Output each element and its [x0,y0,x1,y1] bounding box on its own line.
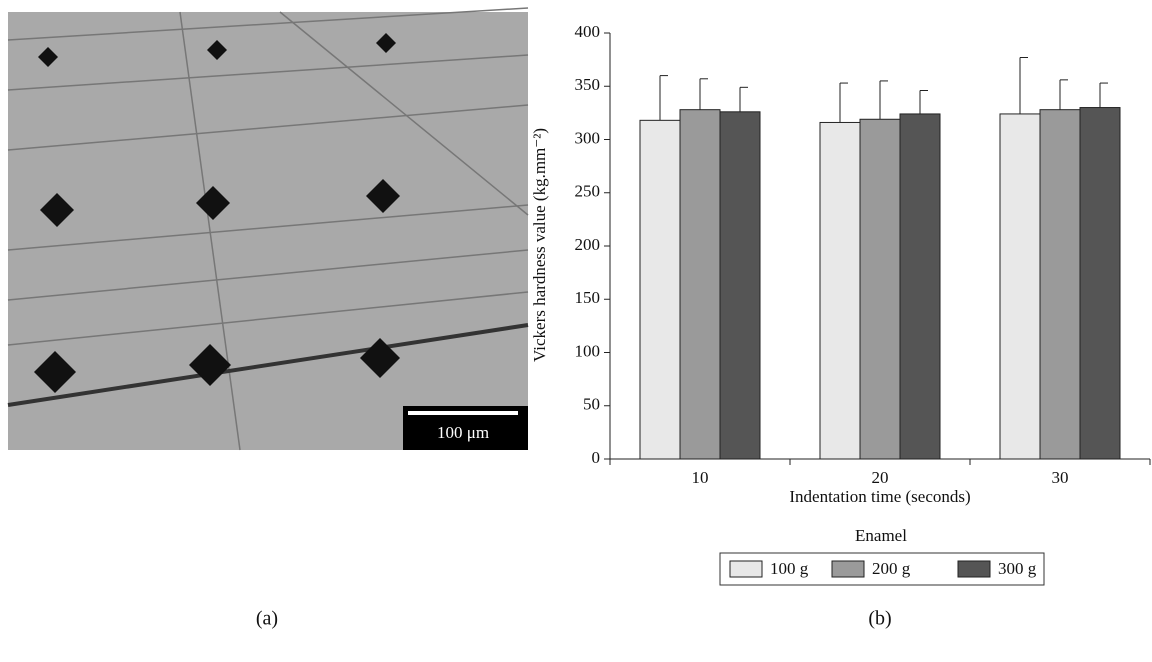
x-tick-label: 10 [692,468,709,487]
bar [999,113,1041,460]
crack [7,323,529,407]
x-tick-label: 30 [1052,468,1069,487]
micrograph-background [8,12,528,450]
caption-a: (a) [256,608,278,630]
legend-label: 100 g [770,559,809,578]
scale-bar-label: 100 μm [437,423,489,442]
bar [719,111,761,460]
y-tick-label: 150 [575,288,601,307]
x-axis-label: Indentation time (seconds) [789,487,970,506]
bar [859,118,901,460]
y-tick-label: 200 [575,235,601,254]
y-tick-label: 100 [575,341,601,360]
y-tick-label: 0 [592,448,601,467]
bar [639,119,681,460]
bar [1039,109,1081,460]
bar [679,109,721,460]
y-tick-label: 250 [575,182,601,201]
bar [819,121,861,460]
legend-label: 300 g [998,559,1037,578]
bar [1079,107,1121,460]
caption-b: (b) [868,608,891,630]
y-axis-label: Vickers hardness value (kg.mm⁻²) [530,128,549,362]
legend-box [719,552,1045,586]
x-tick-label: 20 [872,468,889,487]
y-tick-label: 300 [575,128,601,147]
legend-swatch [729,560,763,578]
micrograph: 100 μm [7,7,529,451]
y-tick-label: 400 [575,22,601,41]
y-tick-label: 50 [583,395,600,414]
legend-swatch [957,560,991,578]
y-tick-label: 350 [575,75,601,94]
legend-swatch [831,560,865,578]
legend-title: Enamel [855,526,907,545]
scratches [7,7,529,451]
bar [899,113,941,460]
legend-label: 200 g [872,559,911,578]
indents [34,33,400,393]
